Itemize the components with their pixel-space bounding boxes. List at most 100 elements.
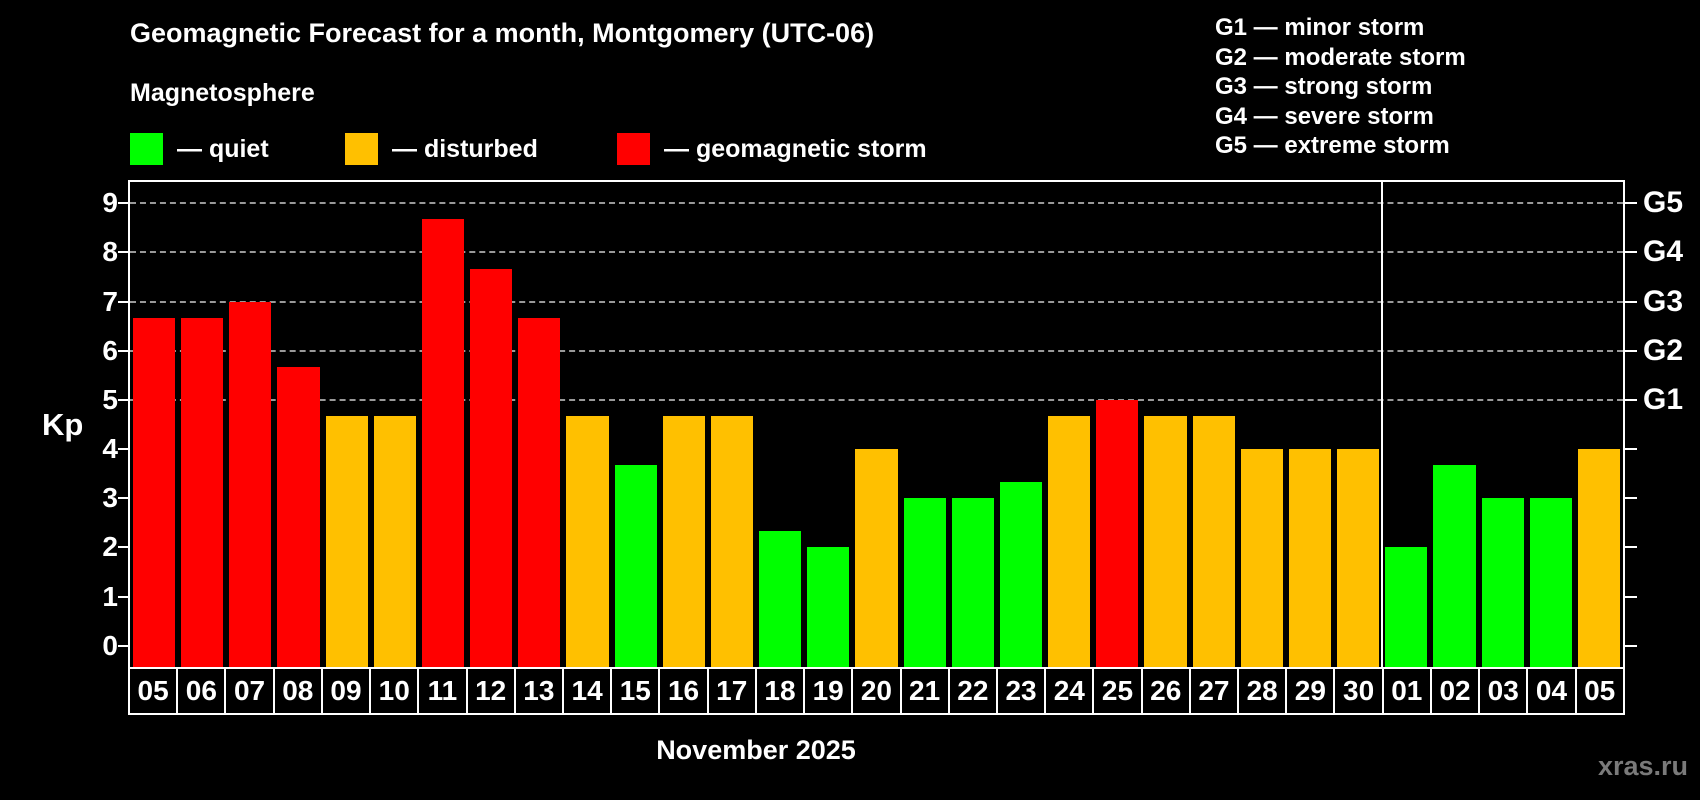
- y-tick-label-7: 7: [102, 285, 118, 317]
- kp-bar-day-05-idx30: [1577, 449, 1620, 667]
- plot-frame: [128, 180, 1625, 669]
- day-cell-21-idx16: 21: [902, 669, 950, 713]
- right-tick-4: [1625, 448, 1637, 451]
- right-tick-2: [1625, 546, 1637, 549]
- gridline-kp-9: [130, 202, 1623, 205]
- kp-bar-day-09-idx4: [325, 416, 368, 667]
- kp-bar-day-14-idx9: [566, 416, 609, 667]
- left-tick-8: [118, 251, 128, 254]
- kp-bar-day-28-idx23: [1240, 449, 1283, 667]
- kp-bar-day-18-idx13: [759, 531, 802, 667]
- legend-label: — geomagnetic storm: [664, 134, 927, 163]
- magnetosphere-subtitle: Magnetosphere: [130, 79, 315, 107]
- day-cell-03-idx28: 03: [1480, 669, 1529, 713]
- left-tick-3: [118, 497, 128, 500]
- gridline-kp-5: [130, 398, 1623, 401]
- y-tick-label-3: 3: [102, 482, 118, 514]
- day-cell-24-idx19: 24: [1046, 669, 1095, 713]
- day-cell-06-idx1: 06: [178, 669, 227, 713]
- day-cell-08-idx3: 08: [275, 669, 323, 713]
- kp-bar-day-19-idx14: [807, 547, 850, 667]
- storm-color-swatch: [617, 133, 650, 165]
- right-tick-7: [1625, 300, 1637, 303]
- day-cell-12-idx7: 12: [468, 669, 516, 713]
- day-cell-26-idx21: 26: [1143, 669, 1191, 713]
- kp-bar-day-21-idx16: [903, 498, 946, 667]
- day-cell-11-idx6: 11: [419, 669, 468, 713]
- kp-bar-day-22-idx17: [951, 498, 994, 667]
- kp-bar-day-02-idx27: [1433, 465, 1476, 667]
- day-cell-28-idx23: 28: [1239, 669, 1288, 713]
- day-cell-09-idx4: 09: [323, 669, 372, 713]
- y-tick-label-9: 9: [102, 187, 118, 219]
- kp-bar-day-16-idx11: [662, 416, 705, 667]
- kp-bar-day-26-idx21: [1144, 416, 1187, 667]
- kp-bar-day-25-idx20: [1096, 399, 1139, 667]
- day-cell-27-idx22: 27: [1191, 669, 1240, 713]
- day-cell-10-idx5: 10: [371, 669, 420, 713]
- day-cell-22-idx17: 22: [950, 669, 998, 713]
- day-cell-23-idx18: 23: [998, 669, 1047, 713]
- kp-bar-day-10-idx5: [373, 416, 416, 667]
- kp-bar-day-05-idx0: [133, 317, 176, 667]
- legend-item-storm: — geomagnetic storm: [617, 132, 927, 166]
- x-axis-month-label: November 2025: [656, 735, 856, 765]
- kp-bar-day-30-idx25: [1337, 449, 1380, 667]
- g-legend-line-g1: G1 — minor storm: [1215, 14, 1425, 41]
- kp-bar-day-03-idx28: [1481, 498, 1524, 667]
- right-axis-label-g5: G5: [1643, 186, 1684, 220]
- g-legend-line-g4: G4 — severe storm: [1215, 102, 1434, 130]
- gridline-kp-7: [130, 300, 1623, 303]
- day-cell-18-idx13: 18: [757, 669, 806, 713]
- legend-label: — quiet: [177, 134, 269, 163]
- day-cell-29-idx24: 29: [1287, 669, 1336, 713]
- watermark-xras-ru: xras.ru: [1597, 751, 1688, 781]
- legend-item-quiet: — quiet: [130, 132, 269, 166]
- g-legend-line-g2: G2 — moderate storm: [1215, 43, 1466, 71]
- plot-area: [130, 182, 1623, 667]
- kp-bar-day-20-idx15: [855, 449, 898, 667]
- kp-bar-day-12-idx7: [470, 268, 513, 667]
- day-cell-16-idx11: 16: [660, 669, 709, 713]
- y-tick-label-8: 8: [102, 236, 118, 268]
- y-tick-label-4: 4: [102, 433, 118, 465]
- day-cell-30-idx25: 30: [1335, 669, 1384, 713]
- g-legend-line-g5: G5 — extreme storm: [1215, 132, 1450, 159]
- kp-bar-day-11-idx6: [421, 219, 465, 667]
- y-axis-title-kp: Kp: [42, 407, 84, 442]
- left-tick-6: [118, 349, 128, 352]
- right-tick-9: [1625, 202, 1637, 205]
- kp-bar-day-23-idx18: [999, 482, 1043, 667]
- gridline-kp-8: [130, 251, 1623, 254]
- kp-bar-day-27-idx22: [1192, 416, 1235, 667]
- g-scale-legend: G1 — minor storm G2 — moderate storm G3 …: [1215, 13, 1466, 161]
- day-cell-19-idx14: 19: [805, 669, 854, 713]
- y-tick-label-2: 2: [102, 531, 118, 563]
- quiet-color-swatch: [130, 133, 163, 165]
- day-cell-17-idx12: 17: [709, 669, 757, 713]
- right-axis-label-g1: G1: [1643, 382, 1684, 416]
- kp-bar-day-29-idx24: [1288, 449, 1332, 667]
- left-tick-9: [118, 202, 128, 205]
- kp-bar-day-13-idx8: [518, 317, 561, 667]
- kp-bar-day-04-idx29: [1529, 498, 1572, 667]
- right-tick-5: [1625, 398, 1637, 401]
- kp-bar-day-01-idx26: [1385, 547, 1428, 667]
- y-tick-label-5: 5: [102, 383, 118, 415]
- kp-bar-day-24-idx19: [1048, 416, 1091, 667]
- day-cell-04-idx29: 04: [1528, 669, 1577, 713]
- day-cell-15-idx10: 15: [612, 669, 661, 713]
- day-cell-25-idx20: 25: [1094, 669, 1143, 713]
- disturbed-color-swatch: [345, 133, 378, 165]
- legend-item-disturbed: — disturbed: [345, 132, 538, 166]
- y-tick-label-6: 6: [102, 334, 118, 366]
- chart-title: Geomagnetic Forecast for a month, Montgo…: [130, 18, 875, 48]
- kp-bar-day-15-idx10: [614, 465, 657, 667]
- right-axis-label-g2: G2: [1643, 333, 1684, 367]
- legend-label: — disturbed: [392, 134, 538, 163]
- right-tick-8: [1625, 251, 1637, 254]
- day-cell-14-idx9: 14: [564, 669, 613, 713]
- day-cell-01-idx26: 01: [1384, 669, 1432, 713]
- day-cell-05-idx0: 05: [130, 669, 179, 713]
- kp-bar-day-17-idx12: [710, 416, 754, 667]
